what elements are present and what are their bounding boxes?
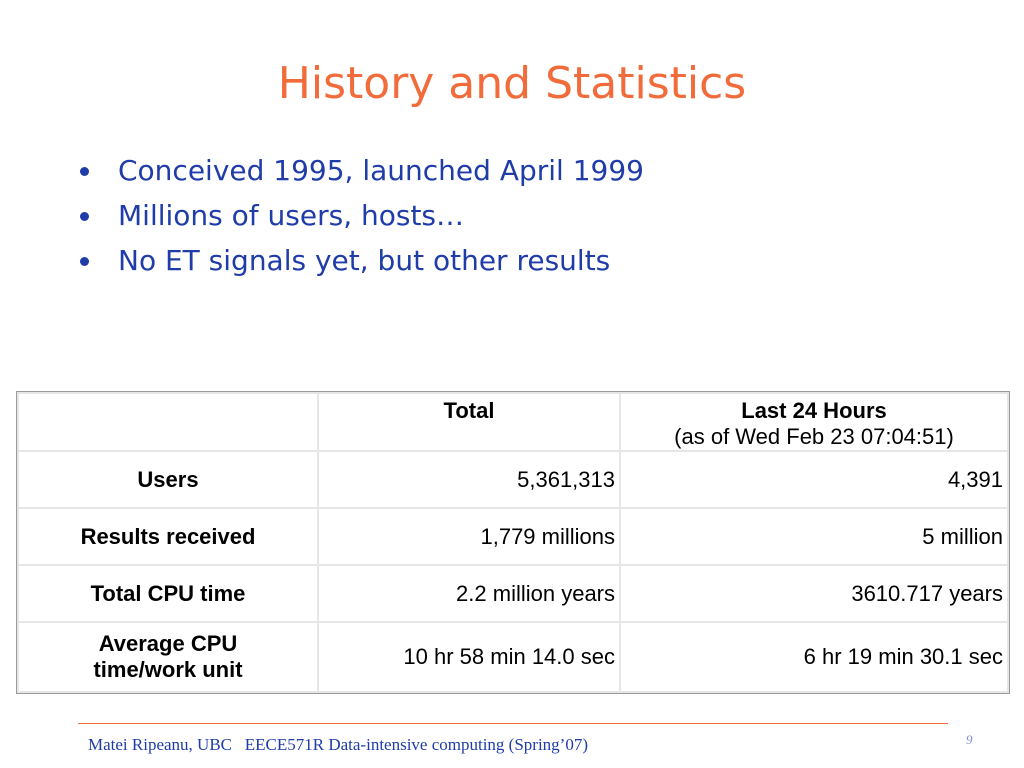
footer-divider bbox=[78, 723, 948, 724]
bullet-text: No ET signals yet, but other results bbox=[118, 244, 611, 277]
slide-title: History and Statistics bbox=[277, 58, 747, 109]
table-header-row: Total Last 24 Hours (as of Wed Feb 23 07… bbox=[17, 392, 1009, 452]
bullet-text: Millions of users, hosts… bbox=[118, 199, 465, 232]
header-last-24-hours-label: Last 24 Hours bbox=[741, 398, 887, 423]
bullet-item: No ET signals yet, but other results bbox=[80, 240, 644, 285]
row-label: Average CPU time/work unit bbox=[17, 621, 319, 693]
bullet-dot-icon bbox=[80, 167, 89, 176]
bullet-text: Conceived 1995, launched April 1999 bbox=[118, 154, 644, 187]
bullet-item: Millions of users, hosts… bbox=[80, 195, 644, 240]
bullet-dot-icon bbox=[80, 257, 89, 266]
table-row: Total CPU time 2.2 million years 3610.71… bbox=[17, 564, 1009, 623]
last-24-value: 5 million bbox=[619, 507, 1009, 566]
row-label-line: time/work unit bbox=[93, 657, 243, 682]
total-value: 1,779 millions bbox=[317, 507, 621, 566]
bullet-dot-icon bbox=[80, 212, 89, 221]
table-row: Results received 1,779 millions 5 millio… bbox=[17, 507, 1009, 566]
header-empty-cell bbox=[17, 392, 319, 452]
table-row: Average CPU time/work unit 10 hr 58 min … bbox=[17, 621, 1009, 693]
last-24-value: 3610.717 years bbox=[619, 564, 1009, 623]
table-row: Users 5,361,313 4,391 bbox=[17, 450, 1009, 509]
row-label: Users bbox=[17, 450, 319, 509]
total-value: 10 hr 58 min 14.0 sec bbox=[317, 621, 621, 693]
total-value: 5,361,313 bbox=[317, 450, 621, 509]
header-last-24-hours: Last 24 Hours (as of Wed Feb 23 07:04:51… bbox=[619, 392, 1009, 452]
row-label-line: Average CPU bbox=[98, 631, 238, 656]
header-as-of-date: (as of Wed Feb 23 07:04:51) bbox=[674, 424, 954, 449]
bullet-list: Conceived 1995, launched April 1999 Mill… bbox=[80, 150, 644, 285]
row-label: Results received bbox=[17, 507, 319, 566]
page-number: 9 bbox=[966, 732, 973, 747]
header-total: Total bbox=[317, 392, 621, 452]
bullet-item: Conceived 1995, launched April 1999 bbox=[80, 150, 644, 195]
footer-text: Matei Ripeanu, UBC EECE571R Data-intensi… bbox=[88, 735, 589, 754]
last-24-value: 6 hr 19 min 30.1 sec bbox=[619, 621, 1009, 693]
row-label: Total CPU time bbox=[17, 564, 319, 623]
total-value: 2.2 million years bbox=[317, 564, 621, 623]
last-24-value: 4,391 bbox=[619, 450, 1009, 509]
statistics-table: Total Last 24 Hours (as of Wed Feb 23 07… bbox=[16, 391, 1010, 694]
